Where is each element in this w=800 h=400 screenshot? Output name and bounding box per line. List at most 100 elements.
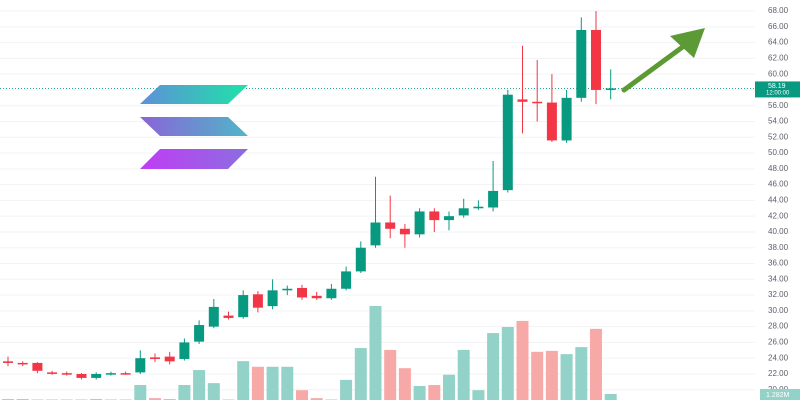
- candle-body: [458, 208, 469, 216]
- volume-bar: [413, 385, 426, 400]
- candle-body: [546, 102, 557, 141]
- y-tick-label: 62.00: [768, 53, 789, 62]
- candle-body: [223, 315, 234, 318]
- volume-bar: [487, 333, 500, 400]
- candle-body: [179, 342, 190, 359]
- y-tick-label: 38.00: [768, 243, 789, 252]
- y-tick-label: 32.00: [768, 290, 789, 299]
- y-tick-label: 64.00: [768, 38, 789, 47]
- y-tick-label: 30.00: [768, 306, 789, 315]
- candle-body: [561, 97, 572, 141]
- candle-body: [341, 271, 352, 289]
- candle-layer: [3, 11, 616, 380]
- candle-body: [297, 287, 307, 298]
- candle-body: [311, 295, 322, 299]
- volume-bar: [237, 361, 250, 400]
- candle-body: [91, 373, 102, 378]
- candle-body: [105, 373, 116, 375]
- y-tick-label: 34.00: [768, 274, 789, 283]
- candle-body: [473, 206, 484, 209]
- candle-body: [120, 373, 131, 375]
- volume-bar: [310, 398, 323, 400]
- trend-arrow: [621, 28, 705, 93]
- volume-bar: [340, 379, 353, 400]
- candle-body: [444, 216, 454, 221]
- volume-layer: [2, 305, 617, 400]
- volume-bar: [560, 354, 573, 400]
- volume-label-box: [760, 389, 800, 400]
- y-tick-label: 46.00: [768, 180, 789, 189]
- logo-bar: [140, 149, 248, 169]
- candle-body: [17, 362, 28, 365]
- price-axis-labels: 20.0022.0024.0026.0028.0030.0032.0034.00…: [755, 6, 800, 400]
- countdown-label: 12:00:00: [766, 91, 790, 97]
- y-tick-label: 42.00: [768, 211, 789, 220]
- y-tick-label: 40.00: [768, 227, 789, 236]
- y-tick-label: 26.00: [768, 338, 789, 347]
- volume-bar: [207, 383, 220, 400]
- volume-bar: [457, 349, 470, 400]
- logo-bar: [140, 85, 248, 104]
- candle-body: [238, 295, 249, 318]
- candle-body: [282, 288, 293, 291]
- candle-body: [194, 325, 205, 342]
- y-tick-label: 44.00: [768, 196, 789, 205]
- current-price-label: 58.19: [768, 83, 786, 90]
- volume-bar: [354, 348, 367, 400]
- y-tick-label: 60.00: [768, 69, 789, 78]
- volume-bar: [531, 351, 544, 400]
- volume-bar: [149, 398, 161, 400]
- candle-body: [267, 290, 278, 307]
- volume-bar: [575, 347, 588, 400]
- candle-body: [370, 222, 381, 246]
- y-tick-label: 68.00: [768, 6, 789, 15]
- volume-bar: [369, 305, 382, 400]
- candle-body: [135, 358, 146, 373]
- candle-body: [385, 222, 396, 229]
- volume-label: 1.282M: [766, 392, 790, 399]
- candle-body: [3, 361, 13, 363]
- volume-bar: [281, 366, 294, 400]
- current-price-box: [755, 81, 800, 98]
- candle-body: [76, 373, 87, 378]
- volume-bar: [134, 385, 147, 400]
- candle-body: [355, 247, 366, 272]
- volume-bar: [428, 385, 441, 400]
- y-tick-label: 36.00: [768, 259, 789, 268]
- candle-body: [399, 228, 410, 235]
- y-tick-label: 52.00: [768, 132, 789, 141]
- volume-bar: [501, 326, 514, 400]
- y-tick-label: 50.00: [768, 148, 789, 157]
- solana-logo: [140, 85, 248, 169]
- candle-body: [32, 362, 43, 371]
- candle-body: [414, 211, 425, 235]
- volume-bar: [443, 374, 455, 400]
- grid: [0, 10, 755, 391]
- y-tick-label: 48.00: [768, 164, 789, 173]
- candle-body: [47, 372, 58, 374]
- price-axis: [755, 0, 800, 400]
- volume-bar: [266, 366, 279, 400]
- volume-bar: [590, 328, 602, 400]
- candle-body: [532, 101, 543, 104]
- y-tick-label: 28.00: [768, 322, 789, 331]
- volume-bar: [296, 390, 308, 400]
- y-tick-label: 54.00: [768, 117, 789, 126]
- volume-bar: [472, 390, 485, 400]
- volume-bar: [604, 394, 617, 400]
- volume-bar: [384, 349, 397, 400]
- arrow-shaft: [621, 40, 691, 93]
- y-tick-label: 56.00: [768, 101, 789, 110]
- candle-body: [150, 357, 160, 359]
- volume-bar: [398, 368, 411, 400]
- volume-bar: [251, 366, 264, 400]
- candle-body: [164, 356, 175, 362]
- candle-body: [252, 294, 263, 308]
- candle-body: [326, 288, 337, 299]
- candle-body: [208, 306, 219, 327]
- candle-body: [429, 211, 440, 221]
- candle-body: [605, 88, 616, 90]
- volume-bar: [545, 350, 558, 400]
- candle-body: [61, 373, 72, 375]
